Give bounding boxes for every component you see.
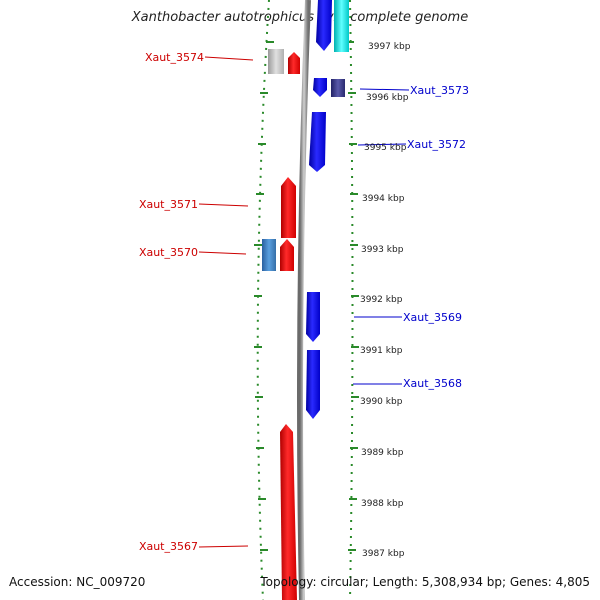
gene-xaut-3568[interactable]	[306, 350, 320, 419]
scale-tick-label: 3990 kbp	[360, 397, 403, 407]
gene-xaut-3572[interactable]	[309, 112, 326, 172]
genome-title: Xanthobacter autotrophicus Py2, complete…	[131, 10, 469, 25]
ring-ticks	[254, 41, 359, 551]
gene-label-xaut-3567[interactable]: Xaut_3567	[139, 540, 198, 553]
gene-xaut-3573[interactable]	[313, 78, 327, 97]
gene-label-xaut-3573[interactable]: Xaut_3573	[410, 84, 469, 97]
gene-label-xaut-3569[interactable]: Xaut_3569	[403, 311, 462, 324]
gene-xaut-3570[interactable]	[280, 239, 294, 271]
scale-tick-label: 3992 kbp	[360, 295, 403, 305]
gene-xaut-3574[interactable]	[288, 52, 300, 74]
topology-text: Topology: circular; Length: 5,308,934 bp…	[260, 575, 590, 589]
gene-xaut-3567[interactable]	[280, 424, 297, 600]
scale-tick-label: 3994 kbp	[362, 194, 405, 204]
gene-label-xaut-3574[interactable]: Xaut_3574	[145, 51, 204, 64]
label-leaders	[198, 56, 410, 548]
gene-xaut-3571[interactable]	[281, 177, 296, 238]
gene-label-xaut-3572[interactable]: Xaut_3572	[407, 138, 466, 151]
gene-label-xaut-3570[interactable]: Xaut_3570	[139, 246, 198, 259]
scale-tick-label: 3987 kbp	[362, 549, 405, 559]
scale-tick-label: 3997 kbp	[368, 42, 411, 52]
scale-tick-label: 3993 kbp	[361, 245, 404, 255]
feature-gray[interactable]	[268, 49, 284, 74]
feature-cyan[interactable]	[334, 0, 349, 52]
genome-backbone	[297, 0, 311, 600]
feature-slate[interactable]	[331, 79, 345, 97]
gene-label-xaut-3568[interactable]: Xaut_3568	[403, 377, 462, 390]
gene-name-labels: Xaut_3574 Xaut_3573 Xaut_3572 Xaut_3571 Xaut…	[139, 51, 469, 553]
scale-tick-labels: 3997 kbp 3996 kbp 3995 kbp 3994 kbp 3993 kbp…	[360, 42, 411, 559]
gene-label-xaut-3571[interactable]: Xaut_3571	[139, 198, 198, 211]
accession-text: Accession: NC_009720	[9, 575, 146, 589]
scale-tick-label: 3988 kbp	[361, 499, 404, 509]
gene-xaut-3569[interactable]	[306, 292, 320, 342]
scale-tick-label: 3989 kbp	[361, 448, 404, 458]
scale-tick-label: 3995 kbp	[364, 143, 407, 153]
gene-unlabeled-blue-top[interactable]	[316, 0, 332, 51]
feature-steelblue[interactable]	[262, 239, 276, 271]
ring-dots-left	[256, 0, 270, 600]
scale-tick-label: 3991 kbp	[360, 346, 403, 356]
ring-dots-right	[349, 0, 354, 600]
scale-tick-label: 3996 kbp	[366, 93, 409, 103]
